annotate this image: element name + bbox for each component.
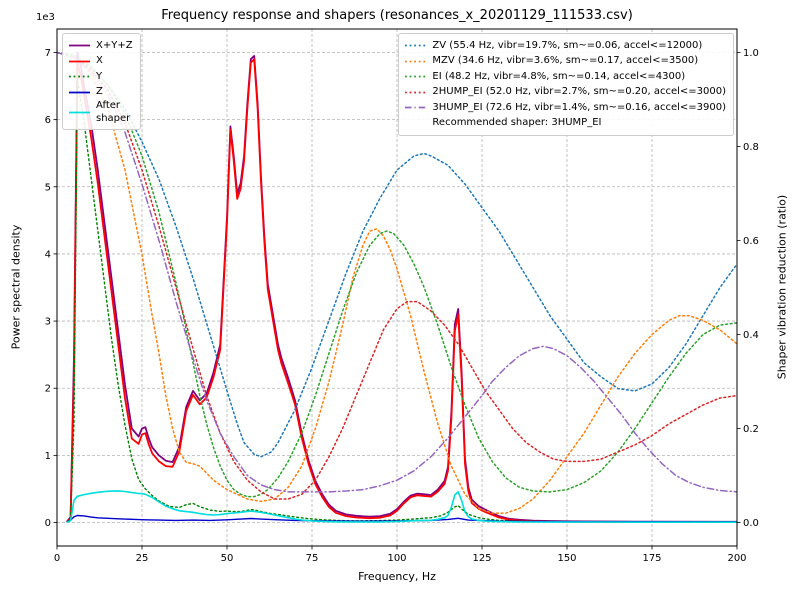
legend-entry: Y	[68, 69, 133, 85]
y-left-tick-label: 0	[45, 518, 51, 529]
legend-note-row: Recommended shaper: 3HUMP_EI	[404, 116, 726, 132]
legend-line-sample	[69, 44, 90, 47]
series-shaper-ei	[57, 51, 737, 498]
legend-entry: EI (48.2 Hz, vibr=4.8%, sm~=0.14, accel<…	[404, 69, 726, 85]
x-tick-label: 175	[642, 553, 661, 564]
legend-label: Z	[96, 86, 103, 97]
series-psd-x	[66, 58, 737, 523]
legend-line-sample	[69, 111, 90, 114]
y-right-tick-label: 0.2	[743, 424, 759, 435]
y-left-tick-label: 1	[45, 451, 51, 462]
legend-line-sample	[69, 91, 90, 94]
legend-entry: Z	[68, 85, 133, 101]
legend-line-sample	[405, 44, 427, 47]
y-left-offset-text: 1e3	[36, 12, 55, 23]
legend-line-sample	[69, 75, 90, 78]
series-shaper-2hump-ei	[57, 51, 737, 500]
recommended-shaper-note: Recommended shaper: 3HUMP_EI	[432, 117, 602, 128]
x-tick-label: 25	[136, 553, 149, 564]
y-left-tick-label: 2	[45, 384, 51, 395]
legend-label: After shaper	[96, 100, 131, 124]
y-left-tick-label: 3	[45, 317, 51, 328]
legend-entry: 2HUMP_EI (52.0 Hz, vibr=2.7%, sm~=0.20, …	[404, 85, 726, 101]
legend-label: ZV (55.4 Hz, vibr=19.7%, sm~=0.06, accel…	[432, 39, 703, 51]
legend-line-sample	[405, 60, 427, 63]
y-left-axis-label: Power spectral density	[9, 224, 23, 350]
legend-label: 2HUMP_EI (52.0 Hz, vibr=2.7%, sm~=0.20, …	[432, 86, 726, 97]
legend-entry: X+Y+Z	[68, 38, 133, 54]
legend-entry: X	[68, 54, 133, 70]
y-left-tick-label: 6	[45, 115, 51, 126]
x-tick-label: 0	[54, 553, 60, 564]
legend-shapers: ZV (55.4 Hz, vibr=19.7%, sm~=0.06, accel…	[398, 33, 734, 136]
y-left-tick-label: 5	[45, 182, 51, 193]
x-tick-label: 125	[472, 553, 491, 564]
legend-label: EI (48.2 Hz, vibr=4.8%, sm~=0.14, accel<…	[432, 70, 686, 82]
legend-line-sample	[69, 60, 90, 63]
legend-entry: 3HUMP_EI (72.6 Hz, vibr=1.4%, sm~=0.16, …	[404, 100, 726, 116]
legend-entry: After shaper	[68, 100, 133, 125]
x-tick-label: 150	[557, 553, 576, 564]
series-shaper-3hump-ei	[57, 51, 737, 493]
x-tick-label: 200	[727, 553, 746, 564]
x-tick-label: 75	[306, 553, 319, 564]
y-right-tick-label: 0.6	[743, 236, 759, 247]
legend-entry: ZV (55.4 Hz, vibr=19.7%, sm~=0.06, accel…	[404, 38, 726, 54]
series-psd-z	[66, 514, 737, 523]
series-shaper-mzv	[57, 51, 737, 514]
legend-line-sample	[405, 91, 427, 94]
legend-line-sample	[405, 75, 427, 78]
legend-label: X+Y+Z	[96, 39, 133, 51]
legend-entry: MZV (34.6 Hz, vibr=3.6%, sm~=0.17, accel…	[404, 54, 726, 70]
y-right-tick-label: 0.8	[743, 142, 759, 153]
x-tick-label: 100	[387, 553, 406, 564]
legend-label: MZV (34.6 Hz, vibr=3.6%, sm~=0.17, accel…	[432, 55, 699, 66]
legend-psd: X+Y+Z X Y Z After shaper	[62, 33, 141, 130]
series-psd-after-shaper	[66, 490, 737, 524]
y-left-tick-label: 4	[45, 249, 51, 260]
y-left-tick-label: 7	[45, 48, 51, 59]
legend-line-sample	[405, 106, 427, 109]
legend-label: X	[96, 55, 103, 66]
y-right-tick-label: 1.0	[743, 48, 759, 59]
y-right-tick-label: 0.0	[743, 518, 759, 529]
y-right-axis-label: Shaper vibration reduction (ratio)	[775, 194, 789, 380]
legend-label: Y	[96, 70, 103, 82]
x-axis-label: Frequency, Hz	[358, 570, 436, 583]
legend-label: 3HUMP_EI (72.6 Hz, vibr=1.4%, sm~=0.16, …	[432, 101, 726, 113]
chart-title: Frequency response and shapers (resonanc…	[161, 8, 633, 23]
y-right-tick-label: 0.4	[743, 330, 759, 341]
x-tick-label: 50	[221, 553, 234, 564]
